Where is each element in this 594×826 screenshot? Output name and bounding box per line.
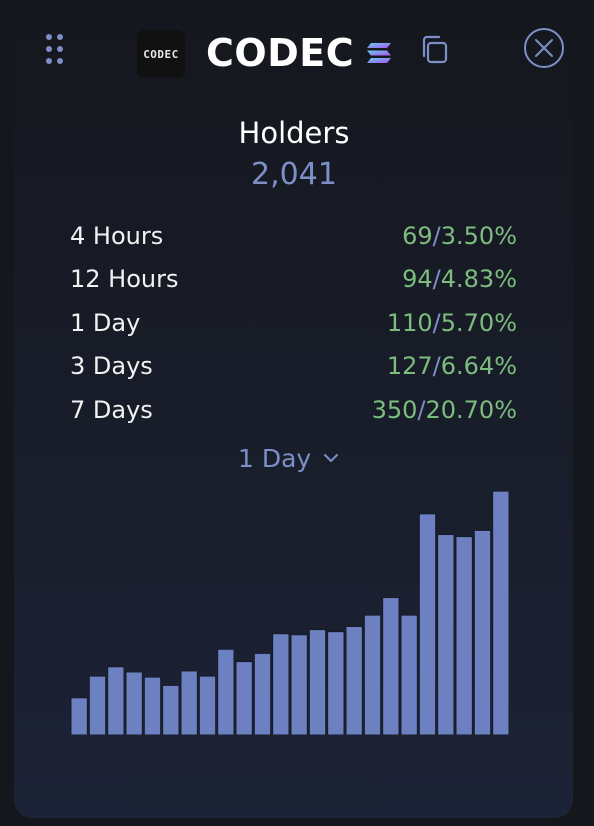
chart-bar[interactable] <box>88 675 107 735</box>
stat-count: 127 <box>386 352 433 381</box>
chart-bar[interactable] <box>125 671 143 735</box>
holders-bar-chart <box>70 490 510 736</box>
stat-percent: 6.64% <box>440 352 517 381</box>
stat-value: 127/6.64% <box>387 352 517 380</box>
stat-row-4-hours: 4 Hours 69/3.50% <box>70 214 517 258</box>
stat-row-1-day: 1 Day 110/5.70% <box>70 301 517 345</box>
stat-separator: / <box>432 308 441 337</box>
chevron-down-icon <box>324 454 339 462</box>
close-button[interactable] <box>523 27 565 69</box>
chart-bar[interactable] <box>327 631 345 735</box>
chart-bar[interactable] <box>162 684 180 735</box>
period-dropdown-value: 1 Day <box>238 443 312 473</box>
stat-count: 110 <box>386 308 433 337</box>
chart-bar[interactable] <box>455 536 473 735</box>
stat-value: 110/5.70% <box>387 309 517 337</box>
solana-icon <box>366 42 392 64</box>
stat-count: 94 <box>402 265 433 294</box>
stat-separator: / <box>432 352 441 381</box>
stat-count: 350 <box>371 395 418 424</box>
chart-bar[interactable] <box>400 614 418 735</box>
stat-label: 1 Day <box>70 308 141 337</box>
copy-button[interactable] <box>418 34 450 66</box>
chart-bar[interactable] <box>492 490 510 735</box>
stat-label: 3 Days <box>70 352 153 381</box>
stat-row-3-days: 3 Days 127/6.64% <box>70 345 517 389</box>
stat-percent: 4.83% <box>440 265 517 294</box>
chart-bar[interactable] <box>345 626 363 736</box>
chart-bar[interactable] <box>290 634 308 735</box>
chart-bar[interactable] <box>143 676 162 735</box>
stat-value: 94/4.83% <box>402 265 517 293</box>
chart-bar[interactable] <box>437 534 455 735</box>
token-name: CODEC <box>206 31 355 75</box>
token-logo: CODEC <box>137 30 185 78</box>
stat-separator: / <box>417 395 426 424</box>
stat-row-7-days: 7 Days 350/20.70% <box>70 388 517 432</box>
chart-bar[interactable] <box>235 661 253 735</box>
copy-icon <box>422 35 448 64</box>
chart-bar[interactable] <box>217 648 235 735</box>
stat-percent: 5.70% <box>440 308 517 337</box>
stat-label: 4 Hours <box>70 221 164 250</box>
chart-bar[interactable] <box>308 629 327 735</box>
stat-label: 7 Days <box>70 395 153 424</box>
stat-separator: / <box>432 265 441 294</box>
chart-bar[interactable] <box>198 675 217 735</box>
drag-handle-icon[interactable] <box>44 32 66 66</box>
chart-bar[interactable] <box>107 666 125 735</box>
chart-bar[interactable] <box>382 597 400 735</box>
chart-bar[interactable] <box>180 670 198 735</box>
stat-value: 350/20.70% <box>372 396 517 424</box>
period-dropdown[interactable]: 1 Day <box>238 438 339 478</box>
holders-title: Holders <box>238 116 350 150</box>
holders-total: 2,041 <box>251 157 337 192</box>
stat-label: 12 Hours <box>70 265 179 294</box>
stat-value: 69/3.50% <box>402 222 517 250</box>
header: CODEC CODEC <box>0 0 594 100</box>
close-icon <box>524 28 564 68</box>
chart-bar[interactable] <box>418 513 437 735</box>
chart-bar[interactable] <box>363 614 382 735</box>
chart-bar[interactable] <box>272 633 290 735</box>
chart-bar[interactable] <box>253 652 272 735</box>
stat-row-12-hours: 12 Hours 94/4.83% <box>70 258 517 302</box>
stat-percent: 3.50% <box>440 221 517 250</box>
stat-count: 69 <box>402 221 433 250</box>
chart-bar[interactable] <box>473 529 492 735</box>
token-logo-text: CODEC <box>143 47 179 61</box>
stat-percent: 20.70% <box>425 395 517 424</box>
stat-separator: / <box>432 221 441 250</box>
chart-bar[interactable] <box>70 697 88 735</box>
holder-stats-list: 4 Hours 69/3.50% 12 Hours 94/4.83% 1 Day… <box>70 214 517 432</box>
